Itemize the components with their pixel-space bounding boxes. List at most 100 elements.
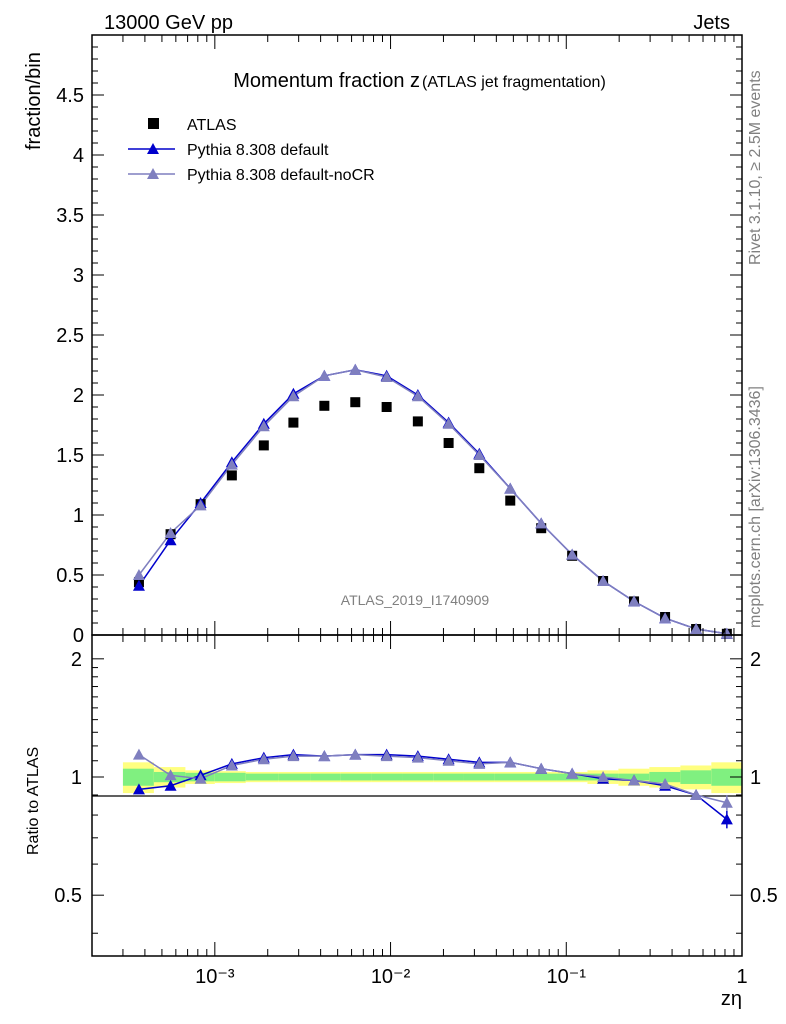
y-tick-label: 3.5 [56,205,84,227]
ratio-point [287,750,300,762]
chart-subtitle: (ATLAS jet fragmentation) [422,74,606,91]
mc-point [504,482,517,494]
ratio-series-line [138,753,728,804]
ratio-point [504,756,517,768]
data-point [258,440,269,451]
uncertainty-band-inner [371,773,403,781]
mc-point [690,623,703,634]
x-tick-label: 10⁻¹ [547,966,587,988]
uncertainty-band-inner [711,768,742,786]
y-tick-label: 0 [73,625,84,647]
main-x-axis [91,35,743,635]
ratio-point [659,777,672,789]
ratio-y-tick-label: 2 [71,649,82,671]
mc-point [380,371,393,382]
uncertainty-band-inner [463,773,495,781]
data-point [443,438,454,448]
uncertainty-band-inner [122,768,154,786]
mc-point [132,579,145,591]
ratio-y-tick-label: 0.5 [54,885,82,907]
mc-point [535,517,548,529]
uncertainty-band-inner [310,773,341,781]
legend-square-marker [148,118,159,129]
ratio-y-tick-label-right: 2 [750,649,761,671]
ratio-point [566,767,579,779]
ratio-frame [91,634,743,957]
ratio-y-tick-label-right: 1 [750,767,761,789]
main-panel: 0 0.5 1 1.5 2 2.5 3 3.5 4 4.5 Momentum fraction z… [23,34,743,647]
ratio-point [535,762,548,774]
ratio-point [132,783,145,795]
main-marks [132,363,733,639]
data-point [226,470,237,481]
legend: ATLAS Pythia 8.308 default Pythia 8.308 de… [128,117,375,184]
y-tick-label: 2 [73,385,84,407]
ratio-point [473,757,486,769]
ratio-point [349,748,362,760]
series-line [138,369,727,635]
legend-triangle-marker [147,143,159,154]
legend-entry: ATLAS [187,117,237,134]
data-point [381,402,392,412]
uncertainty-band-inner [433,773,464,781]
x-tick-label: 1 [736,966,747,988]
ratio-point [164,779,177,791]
mc-point [257,420,270,432]
ratio-point [720,813,733,825]
mcplots-label: mcplots.cern.ch [arXiv:1306.3436] [747,386,764,628]
ratio-point [132,748,145,760]
data-point [319,400,330,411]
ratio-point [597,771,610,783]
mc-point [473,449,486,460]
y-tick-label: 1.5 [56,445,84,467]
mc-point [659,612,672,624]
ratio-point [411,751,424,763]
uncertainty-band-inner [526,773,557,781]
uncertainty-band-inner [494,773,527,781]
data-point [474,463,485,474]
ratio-y-axis: 0.5 0.5 1 1 2 2 [54,649,778,934]
ratio-point [380,750,393,762]
y-tick-label: 2.5 [56,325,84,347]
ratio-point [318,750,331,762]
uncertainty-band-inner [340,773,372,781]
chart-title: Momentum fraction z [233,70,420,92]
ratio-point [720,796,733,808]
uncertainty-band-inner [680,770,712,784]
main-y-axis: 0 0.5 1 1.5 2 2.5 3 3.5 4 4.5 [56,46,742,647]
ratio-bands [122,762,742,794]
x-axis-label: zη [721,988,742,1010]
legend-triangle-marker [147,168,159,179]
y-tick-label: 0.5 [56,565,84,587]
analysis-label: ATLAS_2019_I1740909 [341,592,490,608]
mc-point [287,390,300,402]
y-tick-label: 4 [73,145,84,167]
uncertainty-band-inner [245,773,279,781]
mc-point [411,390,424,402]
ratio-series-line [138,753,728,820]
y-axis-label: fraction/bin [23,52,45,150]
mc-point [318,369,331,381]
y-tick-label: 1 [73,505,84,527]
data-point [288,417,299,428]
uncertainty-band-inner [402,773,434,781]
ratio-point [164,769,177,781]
ratio-x-axis: 10⁻³ 10⁻² 10⁻¹ 1 [91,635,748,988]
x-tick-label: 10⁻³ [195,966,235,988]
y-tick-label: 3 [73,265,84,287]
legend-entry: Pythia 8.308 default-noCR [187,167,375,184]
ratio-point [628,774,641,786]
mc-point [132,569,145,580]
mc-point [194,499,207,511]
legend-entry: Pythia 8.308 default [187,142,329,159]
uncertainty-band-inner [649,771,681,783]
ratio-point [257,753,270,765]
ratio-y-tick-label: 1 [71,767,82,789]
rivet-label: Rivet 3.1.10, ≥ 2.5M events [747,70,764,265]
y-tick-label: 4.5 [56,85,84,107]
ratio-point [194,772,207,784]
x-tick-label: 10⁻² [371,966,411,988]
mc-point [349,363,362,375]
mc-point [720,627,733,639]
